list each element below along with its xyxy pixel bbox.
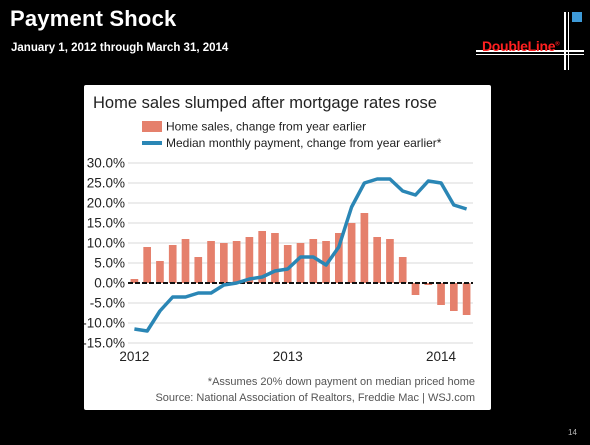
bar-home-sales xyxy=(181,239,190,283)
logo-square-icon xyxy=(572,12,582,22)
legend: Home sales, change from year earlier Med… xyxy=(142,120,442,150)
y-tick-label: 15.0% xyxy=(87,216,125,231)
bar-home-sales xyxy=(168,245,177,283)
bar-home-sales xyxy=(322,241,330,283)
bar-home-sales xyxy=(411,283,420,295)
doubleline-logo: DoubleLine® xyxy=(476,12,584,70)
bar-home-sales xyxy=(207,241,215,283)
bar-home-sales xyxy=(232,241,241,283)
slide-title: Payment Shock xyxy=(10,6,177,31)
chart-source: Source: National Association of Realtors… xyxy=(155,392,475,404)
bar-home-sales xyxy=(271,233,279,283)
y-tick-label: 30.0% xyxy=(87,156,125,171)
chart: Home sales slumped after mortgage rates … xyxy=(84,94,475,404)
bar-home-sales xyxy=(296,243,305,283)
bar-home-sales xyxy=(194,257,203,283)
bar-home-sales xyxy=(258,231,266,283)
bar-home-sales xyxy=(347,223,356,283)
bar-home-sales xyxy=(245,237,254,283)
chart-panel: Home sales slumped after mortgage rates … xyxy=(84,85,491,410)
payment-line xyxy=(134,177,468,333)
page-number: 14 xyxy=(568,428,577,437)
y-tick-label: 0.0% xyxy=(94,276,125,291)
bar-home-sales xyxy=(220,243,228,283)
bar-home-sales xyxy=(143,247,151,283)
x-tick-label: 2014 xyxy=(426,349,457,364)
bar-home-sales xyxy=(462,283,471,315)
bar-home-sales xyxy=(437,283,445,305)
bar-home-sales xyxy=(398,257,407,283)
y-tick-label: -10.0% xyxy=(84,316,125,331)
bar-home-sales xyxy=(450,283,458,311)
chart-title: Home sales slumped after mortgage rates … xyxy=(93,94,437,112)
legend-label-home-sales: Home sales, change from year earlier xyxy=(166,120,366,134)
x-tick-label: 2012 xyxy=(119,349,149,364)
y-tick-label: 5.0% xyxy=(94,256,125,271)
bar-home-sales xyxy=(373,237,381,283)
bar-home-sales xyxy=(335,233,343,283)
logo-text: DoubleLine® xyxy=(482,38,560,54)
y-tick-label: 25.0% xyxy=(87,176,125,191)
y-tick-label: 10.0% xyxy=(87,236,125,251)
legend-swatch-home-sales xyxy=(142,121,162,132)
chart-footnote: *Assumes 20% down payment on median pric… xyxy=(208,376,475,388)
bar-home-sales xyxy=(424,283,433,285)
bar-home-sales xyxy=(360,213,369,283)
bar-home-sales xyxy=(156,261,164,283)
y-tick-label: -5.0% xyxy=(90,296,125,311)
bar-home-sales xyxy=(130,279,139,283)
slide-subtitle: January 1, 2012 through March 31, 2014 xyxy=(11,42,229,54)
legend-label-payment: Median monthly payment, change from year… xyxy=(166,136,442,150)
bar-home-sales xyxy=(309,239,318,283)
x-tick-label: 2013 xyxy=(273,349,303,364)
y-tick-label: 20.0% xyxy=(87,196,125,211)
y-tick-label: -15.0% xyxy=(84,336,125,351)
bar-home-sales xyxy=(283,245,292,283)
bar-home-sales xyxy=(386,239,394,283)
